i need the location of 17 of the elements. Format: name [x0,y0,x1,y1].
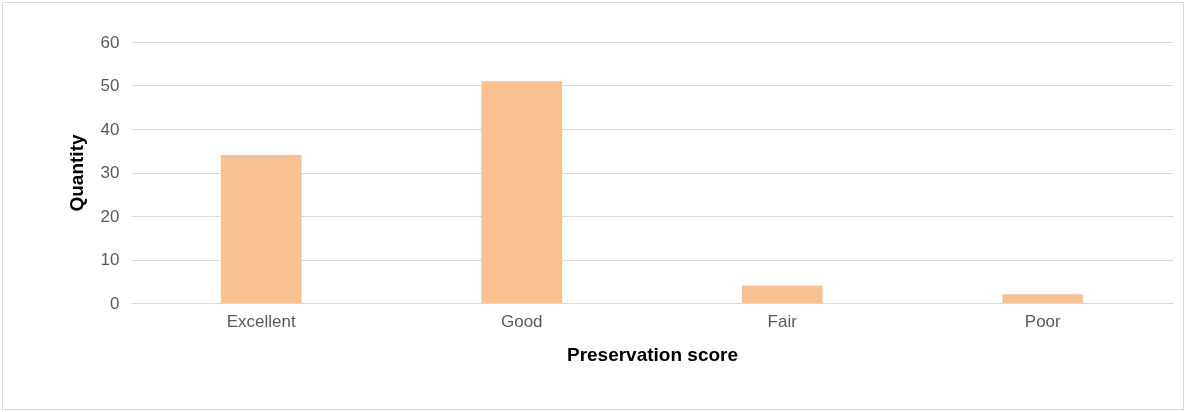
x-axis-title: Preservation score [566,343,739,365]
bar [741,285,823,303]
bar [220,155,302,303]
y-tick-label: 50 [100,76,120,95]
x-tick-label: Fair [767,311,798,331]
y-tick-label: 30 [100,163,120,182]
x-tick-label: Good [500,311,543,331]
bar [481,81,563,303]
y-tick-label: 10 [100,250,120,269]
x-tick-label: Poor [1024,311,1062,331]
y-tick-label: 0 [110,293,120,313]
x-tick-label: Excellent [226,311,297,331]
bar [1002,294,1084,303]
y-tick-label: 60 [100,32,120,52]
y-tick-label: 40 [100,119,120,139]
y-tick-label: 20 [100,206,120,226]
y-axis-title: Quantity [65,134,87,212]
